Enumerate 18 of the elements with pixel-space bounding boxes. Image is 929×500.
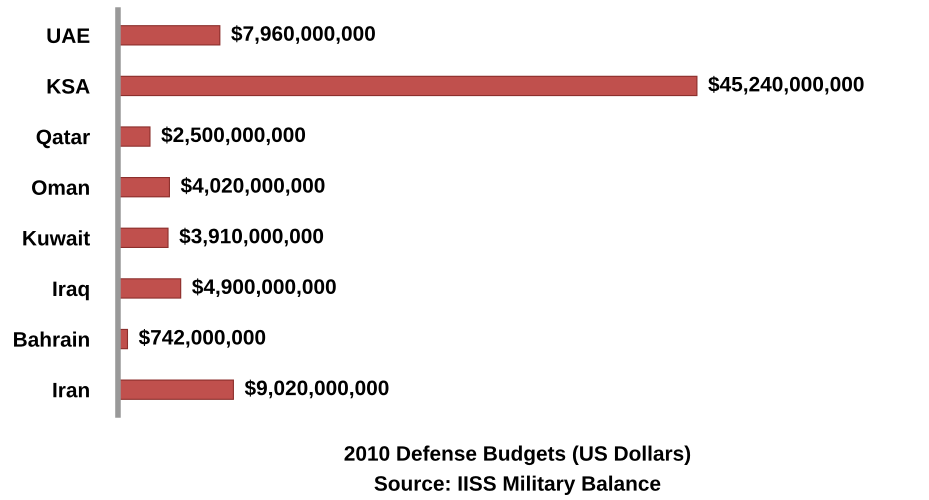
data-label: $45,240,000,000 [708, 76, 864, 95]
data-label: $7,960,000,000 [231, 25, 375, 44]
data-label: $2,500,000,000 [161, 126, 306, 146]
y-tick-label: Oman [32, 180, 89, 195]
data-label: $4,900,000,000 [192, 278, 336, 298]
y-tick-label: Qatar [36, 130, 90, 148]
data-label: $9,020,000,000 [244, 380, 388, 398]
source-note: Source: IISS Military Balance [374, 476, 660, 495]
data-label: $3,910,000,000 [179, 228, 324, 246]
data-label: $4,020,000,000 [180, 177, 324, 196]
y-tick-label: Bahrain [14, 332, 89, 347]
y-tick-label: KSA [48, 78, 90, 94]
y-tick-label: Iran [53, 382, 89, 398]
x-axis-title: 2010 Defense Budgets (US Dollars) [344, 446, 690, 466]
data-label: $742,000,000 [138, 328, 266, 348]
y-tick-label: Iraq [53, 282, 89, 300]
y-tick-label: UAE [47, 28, 90, 44]
y-tick-label: Kuwait [23, 230, 90, 246]
